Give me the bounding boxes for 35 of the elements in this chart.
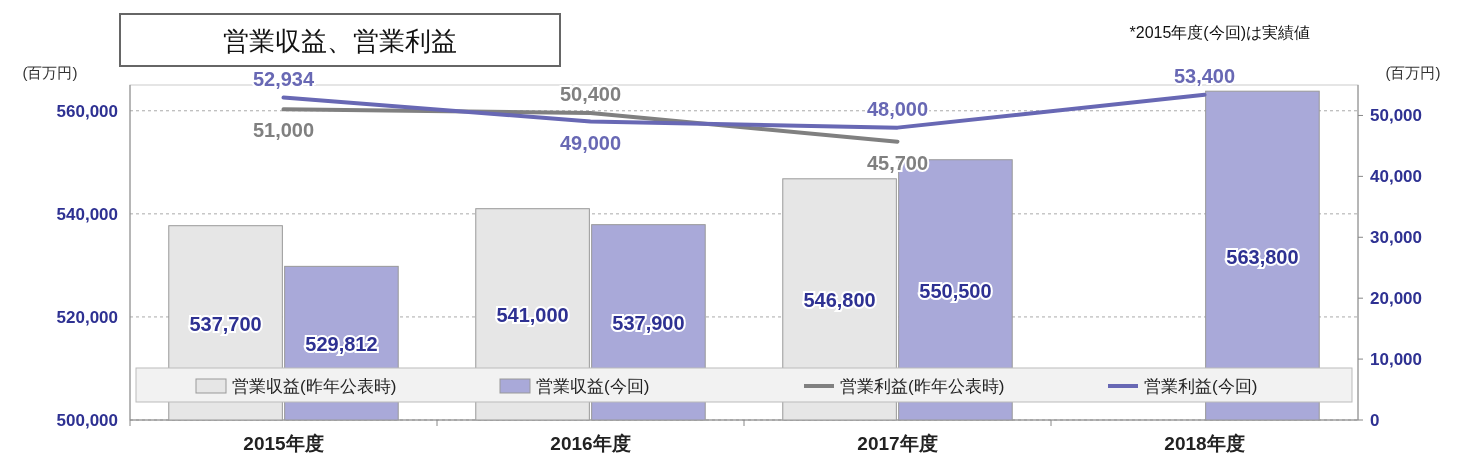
y-tick-label: 520,000 xyxy=(56,307,118,327)
legend-label: 営業利益(今回) xyxy=(1144,377,1258,396)
data-label: 537,900 xyxy=(612,312,685,335)
data-label: 563,800 xyxy=(1226,245,1299,268)
data-label: 537,700 xyxy=(189,312,262,335)
data-label: 546,800 xyxy=(803,289,876,312)
chart-title: 営業収益、営業利益 xyxy=(223,26,457,56)
y2-tick-label: 30,000 xyxy=(1370,228,1422,248)
data-label: 529,812 xyxy=(305,333,378,356)
data-label: 550,500 xyxy=(919,279,992,302)
y-axis-title: (百万円) xyxy=(22,64,78,81)
y-tick-label: 560,000 xyxy=(56,101,118,121)
data-label: 51,000 xyxy=(252,119,315,142)
y2-tick-label: 50,000 xyxy=(1370,106,1422,126)
data-label: 49,000 xyxy=(559,131,622,154)
legend-label: 営業収益(昨年公表時) xyxy=(232,377,397,396)
y2-tick-label: 40,000 xyxy=(1370,167,1422,187)
data-label: 541,000 xyxy=(496,304,569,327)
data-label: 48,000 xyxy=(866,97,929,120)
y-tick-label: 540,000 xyxy=(56,204,118,224)
y2-tick-label: 0 xyxy=(1370,411,1380,430)
text: *2015年度(今回)は実績値 xyxy=(1129,24,1310,41)
y2-tick-label: 10,000 xyxy=(1370,350,1422,370)
x-tick-label: 2016年度 xyxy=(550,433,631,454)
legend-label: 営業収益(今回) xyxy=(536,377,650,396)
data-label: 52,934 xyxy=(252,67,315,90)
y2-tick-label: 20,000 xyxy=(1370,289,1422,309)
y2-axis-title: (百万円) xyxy=(1385,64,1441,81)
x-tick-label: 2018年度 xyxy=(1164,433,1245,454)
x-tick-label: 2015年度 xyxy=(243,433,324,454)
data-label: 50,400 xyxy=(559,83,622,106)
legend-label: 営業利益(昨年公表時) xyxy=(840,377,1005,396)
x-tick-label: 2017年度 xyxy=(857,433,938,454)
y-tick-label: 500,000 xyxy=(56,411,118,430)
data-label: 53,400 xyxy=(1173,64,1236,87)
